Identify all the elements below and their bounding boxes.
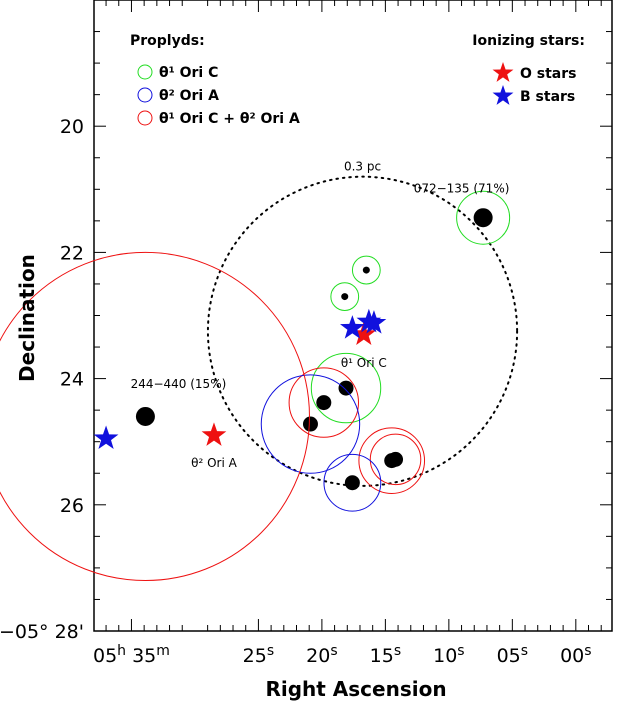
legend-stars-title: Ionizing stars: <box>472 33 585 49</box>
axis-ticks: 20 22 24 26 −05° 28' 05h 35m 25s 20s 15s 10s 05s 00… <box>0 0 612 667</box>
scale-circle-0.3pc <box>206 175 519 487</box>
proplyd-ring <box>358 427 426 494</box>
proplyd-dot <box>302 416 318 432</box>
legend-ring-green <box>137 64 153 80</box>
scale-circle-label: 0.3 pc <box>344 160 381 174</box>
y-tick-label: 24 <box>60 369 84 391</box>
o-star-marker <box>201 422 227 446</box>
x-tick-label: 20s <box>306 643 337 667</box>
proplyd-ring <box>330 282 360 311</box>
legend-proplyd-label: θ¹ Ori C + θ² Ori A <box>159 111 300 127</box>
x-tick-label: 15s <box>370 643 401 667</box>
x-tick-label: 10s <box>433 643 464 667</box>
annotation-label: 072−135 (71%) <box>414 181 510 195</box>
y-tick-label: −05° 28' <box>0 621 84 643</box>
x-axis-title: Right Ascension <box>265 677 446 701</box>
legend-star-red <box>492 62 514 82</box>
legend-star-blue <box>492 85 514 105</box>
proplyd-ring <box>323 453 382 512</box>
annotations: 072−135 (71%) 244−440 (15%) θ¹ Ori C θ² Ori… <box>131 181 510 469</box>
proplyds <box>0 190 511 581</box>
proplyd-dot <box>135 406 155 426</box>
proplyd-ring <box>260 374 361 474</box>
y-tick-label: 26 <box>60 495 84 517</box>
b-star-marker <box>340 315 365 339</box>
y-tick-label: 22 <box>60 242 84 264</box>
proplyd-dot <box>388 451 404 467</box>
proplyd-dot <box>473 208 493 228</box>
proplyd-dot <box>338 380 354 396</box>
legend: Proplyds: θ¹ Ori C θ² Ori A θ¹ Ori C + θ² O… <box>130 33 585 127</box>
proplyd-ring <box>310 352 382 424</box>
proplyd-dot <box>344 475 360 491</box>
proplyd-ring <box>288 367 360 438</box>
legend-proplyd-label: θ¹ Ori C <box>159 65 218 81</box>
proplyd-ring <box>0 251 310 581</box>
y-tick-label: 20 <box>60 116 84 138</box>
scale-circle: 0.3 pc <box>206 160 519 487</box>
annotation-label: θ² Ori A <box>191 456 237 470</box>
ionizing-stars <box>93 308 387 450</box>
legend-proplyds-title: Proplyds: <box>130 33 205 49</box>
proplyd-dot <box>316 395 332 411</box>
x-tick-label: 25s <box>243 643 274 667</box>
legend-ring-blue <box>137 87 153 103</box>
b-star-marker <box>361 310 387 334</box>
proplyd-ring <box>456 190 511 245</box>
legend-star-label: B stars <box>520 89 575 105</box>
proplyd-ring <box>351 255 381 285</box>
proplyd-dot <box>341 293 349 301</box>
legend-ring-red <box>137 110 153 126</box>
legend-proplyd-label: θ² Ori A <box>159 88 219 104</box>
x-tick-label: 05s <box>497 643 528 667</box>
x-tick-label: 00s <box>560 643 591 667</box>
annotation-label: 244−440 (15%) <box>131 377 227 391</box>
legend-star-label: O stars <box>520 66 577 82</box>
x-tick-label: 05h 35m <box>93 643 170 667</box>
b-star-marker <box>93 425 119 450</box>
o-star-marker <box>351 321 377 345</box>
y-axis-title: Declination <box>15 254 39 382</box>
proplyd-ring <box>369 433 422 486</box>
proplyd-dot <box>362 266 370 274</box>
annotation-label: θ¹ Ori C <box>341 356 387 370</box>
